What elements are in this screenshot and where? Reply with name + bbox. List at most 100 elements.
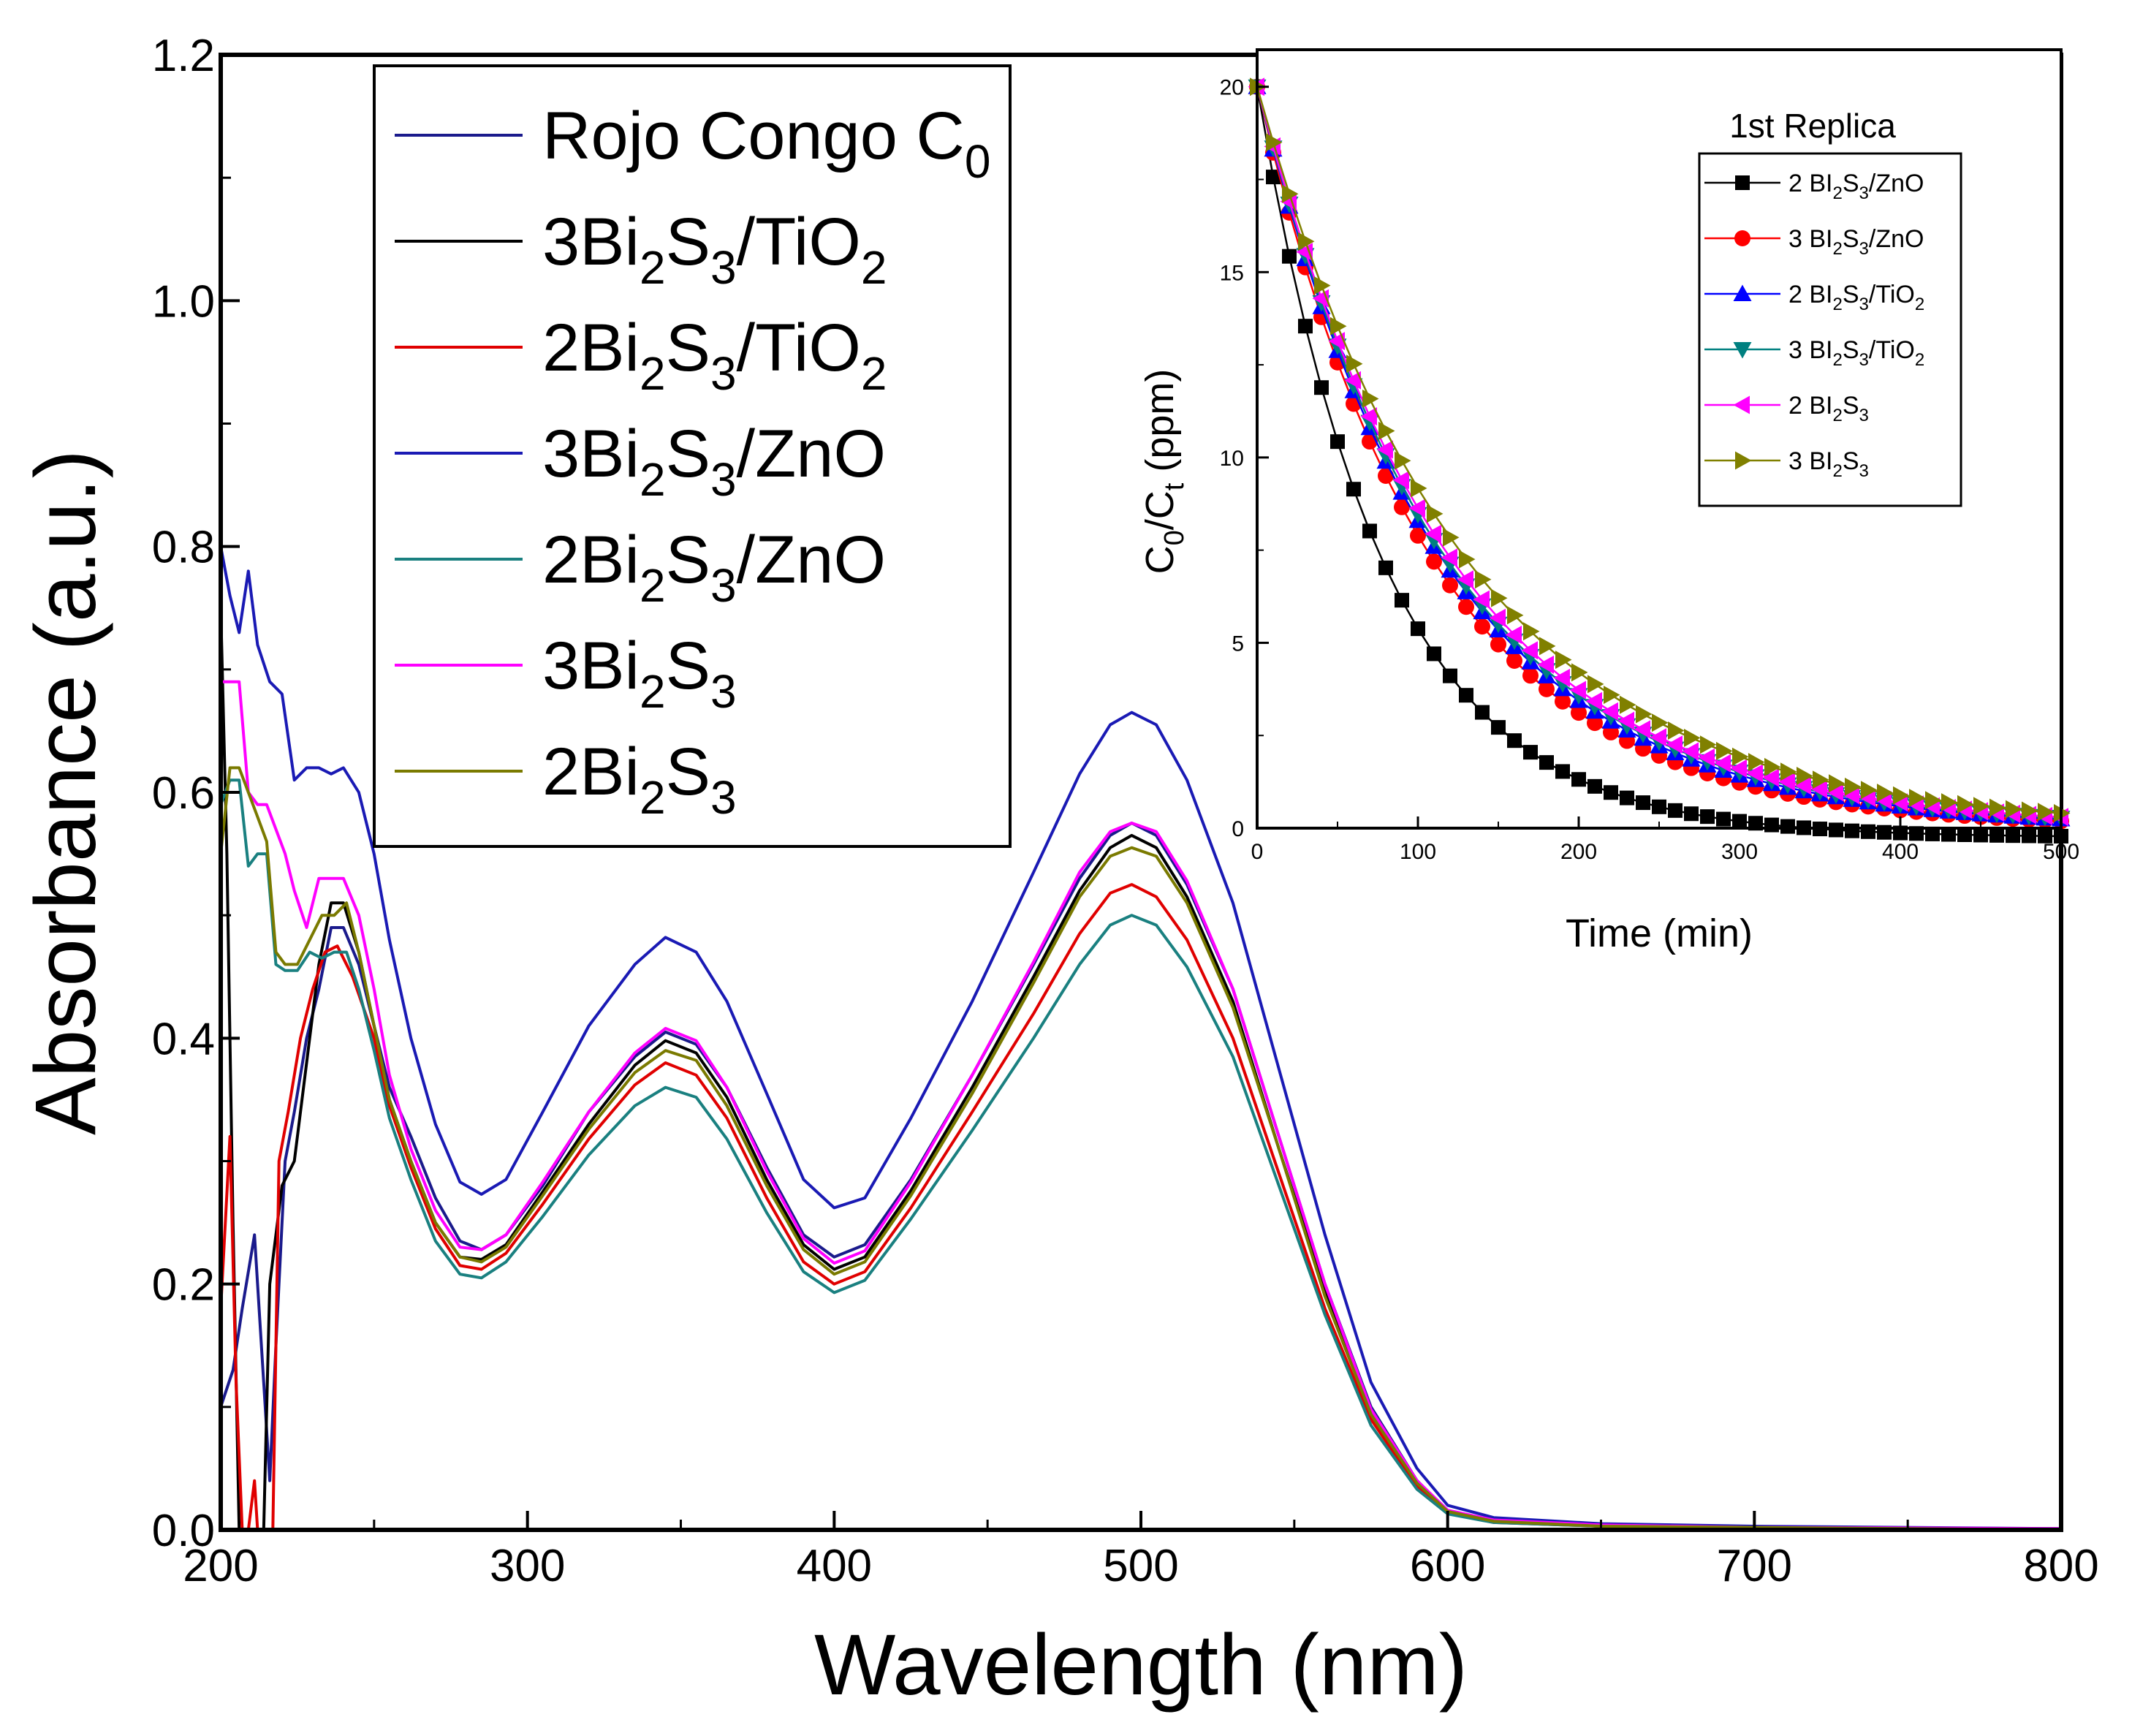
inset-legend-box bbox=[1698, 152, 1962, 507]
inset-series-0-point-8 bbox=[1378, 560, 1393, 575]
inset-series-0-point-13 bbox=[1459, 688, 1473, 703]
main-legend-label-6-part-3: 3 bbox=[710, 771, 737, 824]
inset-series-5-point-44 bbox=[1957, 795, 1974, 814]
inset-series-0-point-38 bbox=[1861, 824, 1875, 839]
inset-series-0-point-42 bbox=[1925, 826, 1940, 841]
main-legend-label-1-part-0: 3Bi bbox=[542, 205, 640, 279]
inset-series-0-point-23 bbox=[1620, 790, 1634, 806]
main-legend-label-3: 3Bi2S3/ZnO bbox=[542, 417, 886, 506]
main-legend-items: Rojo Congo C03Bi2S3/TiO22Bi2S3/TiO23Bi2S… bbox=[395, 99, 990, 824]
inset-legend-label-1: 3 BI2S3/ZnO bbox=[1788, 225, 1924, 259]
inset-series-4-point-27 bbox=[1682, 742, 1699, 761]
inset-series-5-point-33 bbox=[1780, 762, 1797, 781]
main-series-line-2 bbox=[219, 883, 2062, 1531]
inset-series-1-point-21 bbox=[1587, 715, 1603, 732]
inset-series-5-point-15 bbox=[1491, 588, 1508, 607]
inset-series-0-point-24 bbox=[1636, 795, 1650, 811]
inset-y-title-mid: /C bbox=[1138, 490, 1182, 530]
main-legend-label-1-part-1: 2 bbox=[640, 241, 666, 294]
inset-series-4-point-20 bbox=[1569, 681, 1586, 700]
inset-series-5-point-29 bbox=[1716, 741, 1733, 760]
main-y-tick-label-6: 1.2 bbox=[152, 31, 215, 81]
inset-series-4-point-10 bbox=[1408, 499, 1425, 518]
main-legend-label-5-part-0: 3Bi bbox=[542, 629, 640, 703]
main-legend-label-1-part-3: 3 bbox=[710, 241, 737, 294]
inset-series-5-point-28 bbox=[1700, 735, 1717, 754]
main-legend-label-0-part-1: 0 bbox=[965, 135, 991, 188]
inset-x-tick-label-5: 500 bbox=[2043, 840, 2079, 864]
inset-series-1-point-12 bbox=[1442, 577, 1458, 594]
inset-series-1-point-9 bbox=[1394, 499, 1410, 515]
inset-series-5-point-32 bbox=[1764, 757, 1781, 776]
inset-x-ticks: 0 100 200 300 400 500 bbox=[1251, 816, 2079, 864]
main-legend-label-1-part-5: 2 bbox=[861, 241, 887, 294]
inset-series-4-point-5 bbox=[1328, 332, 1345, 351]
inset-series-5-point-12 bbox=[1443, 528, 1460, 547]
inset-y-title-unit: (ppm) bbox=[1138, 369, 1182, 483]
inset-series-1-point-18 bbox=[1539, 681, 1555, 697]
main-legend-label-2-part-3: 3 bbox=[710, 347, 737, 400]
inset-series-5-point-11 bbox=[1427, 504, 1444, 523]
main-legend-label-2-part-1: 2 bbox=[640, 347, 666, 400]
inset-series-4-point-30 bbox=[1730, 759, 1747, 778]
main-legend-label-4: 2Bi2S3/ZnO bbox=[542, 523, 886, 612]
main-legend-label-1-part-4: /TiO bbox=[737, 205, 861, 279]
inset-series-5-point-2 bbox=[1282, 184, 1299, 203]
inset-series-0-point-18 bbox=[1539, 755, 1554, 770]
inset-series-0-point-49 bbox=[2038, 828, 2052, 844]
main-chart: 200 300 400 500 600 700 800 0.00.20.40.60.81.0… bbox=[18, 31, 2099, 1713]
inset-legend-label-4-part-1: 2 bbox=[1832, 406, 1842, 425]
inset-series-4-point-24 bbox=[1634, 720, 1650, 739]
inset-series-4-point-9 bbox=[1392, 471, 1409, 490]
main-legend-label-4-part-0: 2Bi bbox=[542, 523, 640, 597]
inset-series-5-point-31 bbox=[1748, 753, 1765, 772]
main-legend-label-0-part-0: Rojo Congo C bbox=[542, 99, 965, 173]
main-y-axis-title: Absorbance (a.u.) bbox=[18, 450, 114, 1135]
main-legend-label-1-part-2: S bbox=[666, 205, 710, 279]
inset-series-0-point-43 bbox=[1941, 827, 1956, 842]
inset-series-1-point-10 bbox=[1410, 527, 1426, 544]
inset-legend-label-4-part-3: 3 bbox=[1859, 406, 1869, 425]
inset-legend-swatch-marker-2 bbox=[1733, 284, 1752, 301]
inset-legend-label-2-part-5: 2 bbox=[1915, 295, 1924, 314]
inset-legend-label-3-part-0: 3 BI bbox=[1788, 336, 1832, 364]
inset-legend-label-5-part-0: 3 BI bbox=[1788, 447, 1832, 475]
inset-series-0-point-12 bbox=[1443, 668, 1457, 683]
inset-legend-label-1-part-0: 3 BI bbox=[1788, 225, 1832, 253]
inset-series-4-point-37 bbox=[1843, 786, 1859, 805]
inset-series-5-point-18 bbox=[1539, 637, 1556, 656]
inset-series-5-point-10 bbox=[1411, 479, 1427, 498]
inset-series-0-point-44 bbox=[1957, 827, 1972, 843]
inset-legend-title: 1st Replica bbox=[1729, 107, 1896, 145]
inset-series-4-point-14 bbox=[1473, 590, 1490, 609]
inset-series-4-point-16 bbox=[1505, 626, 1522, 644]
main-y-tick-label-0: 0.0 bbox=[152, 1506, 215, 1556]
inset-series-4-point-21 bbox=[1585, 691, 1602, 710]
inset-series-0-point-29 bbox=[1716, 811, 1731, 827]
inset-series-4-point-6 bbox=[1344, 371, 1361, 390]
inset-series-5-point-23 bbox=[1620, 695, 1636, 714]
inset-series-0-point-20 bbox=[1571, 772, 1586, 787]
inset-legend-label-2-part-0: 2 BI bbox=[1788, 281, 1832, 308]
inset-series-5-point-19 bbox=[1555, 651, 1572, 670]
inset-y-tick-label-2: 10 bbox=[1220, 447, 1244, 471]
inset-series-0-point-48 bbox=[2022, 828, 2036, 844]
inset-series-0-point-47 bbox=[2006, 828, 2020, 844]
inset-series-0-point-16 bbox=[1507, 733, 1522, 748]
main-x-ticks: 200 300 400 500 600 700 800 bbox=[183, 1511, 2099, 1591]
inset-series-5-point-49 bbox=[2038, 803, 2055, 822]
inset-legend-swatch-marker-5 bbox=[1735, 451, 1752, 470]
main-legend-label-1: 3Bi2S3/TiO2 bbox=[542, 205, 887, 294]
inset-y-tick-label-4: 20 bbox=[1220, 76, 1244, 100]
inset-series-5-point-26 bbox=[1668, 721, 1685, 740]
inset-y-tick-label-3: 15 bbox=[1220, 261, 1244, 285]
inset-series-4-point-3 bbox=[1296, 243, 1313, 262]
inset-series-0-point-7 bbox=[1362, 523, 1377, 539]
main-legend-label-5-part-1: 2 bbox=[640, 665, 666, 718]
main-legend-label-6-part-1: 2 bbox=[640, 771, 666, 824]
inset-series-4-point-13 bbox=[1457, 570, 1473, 589]
